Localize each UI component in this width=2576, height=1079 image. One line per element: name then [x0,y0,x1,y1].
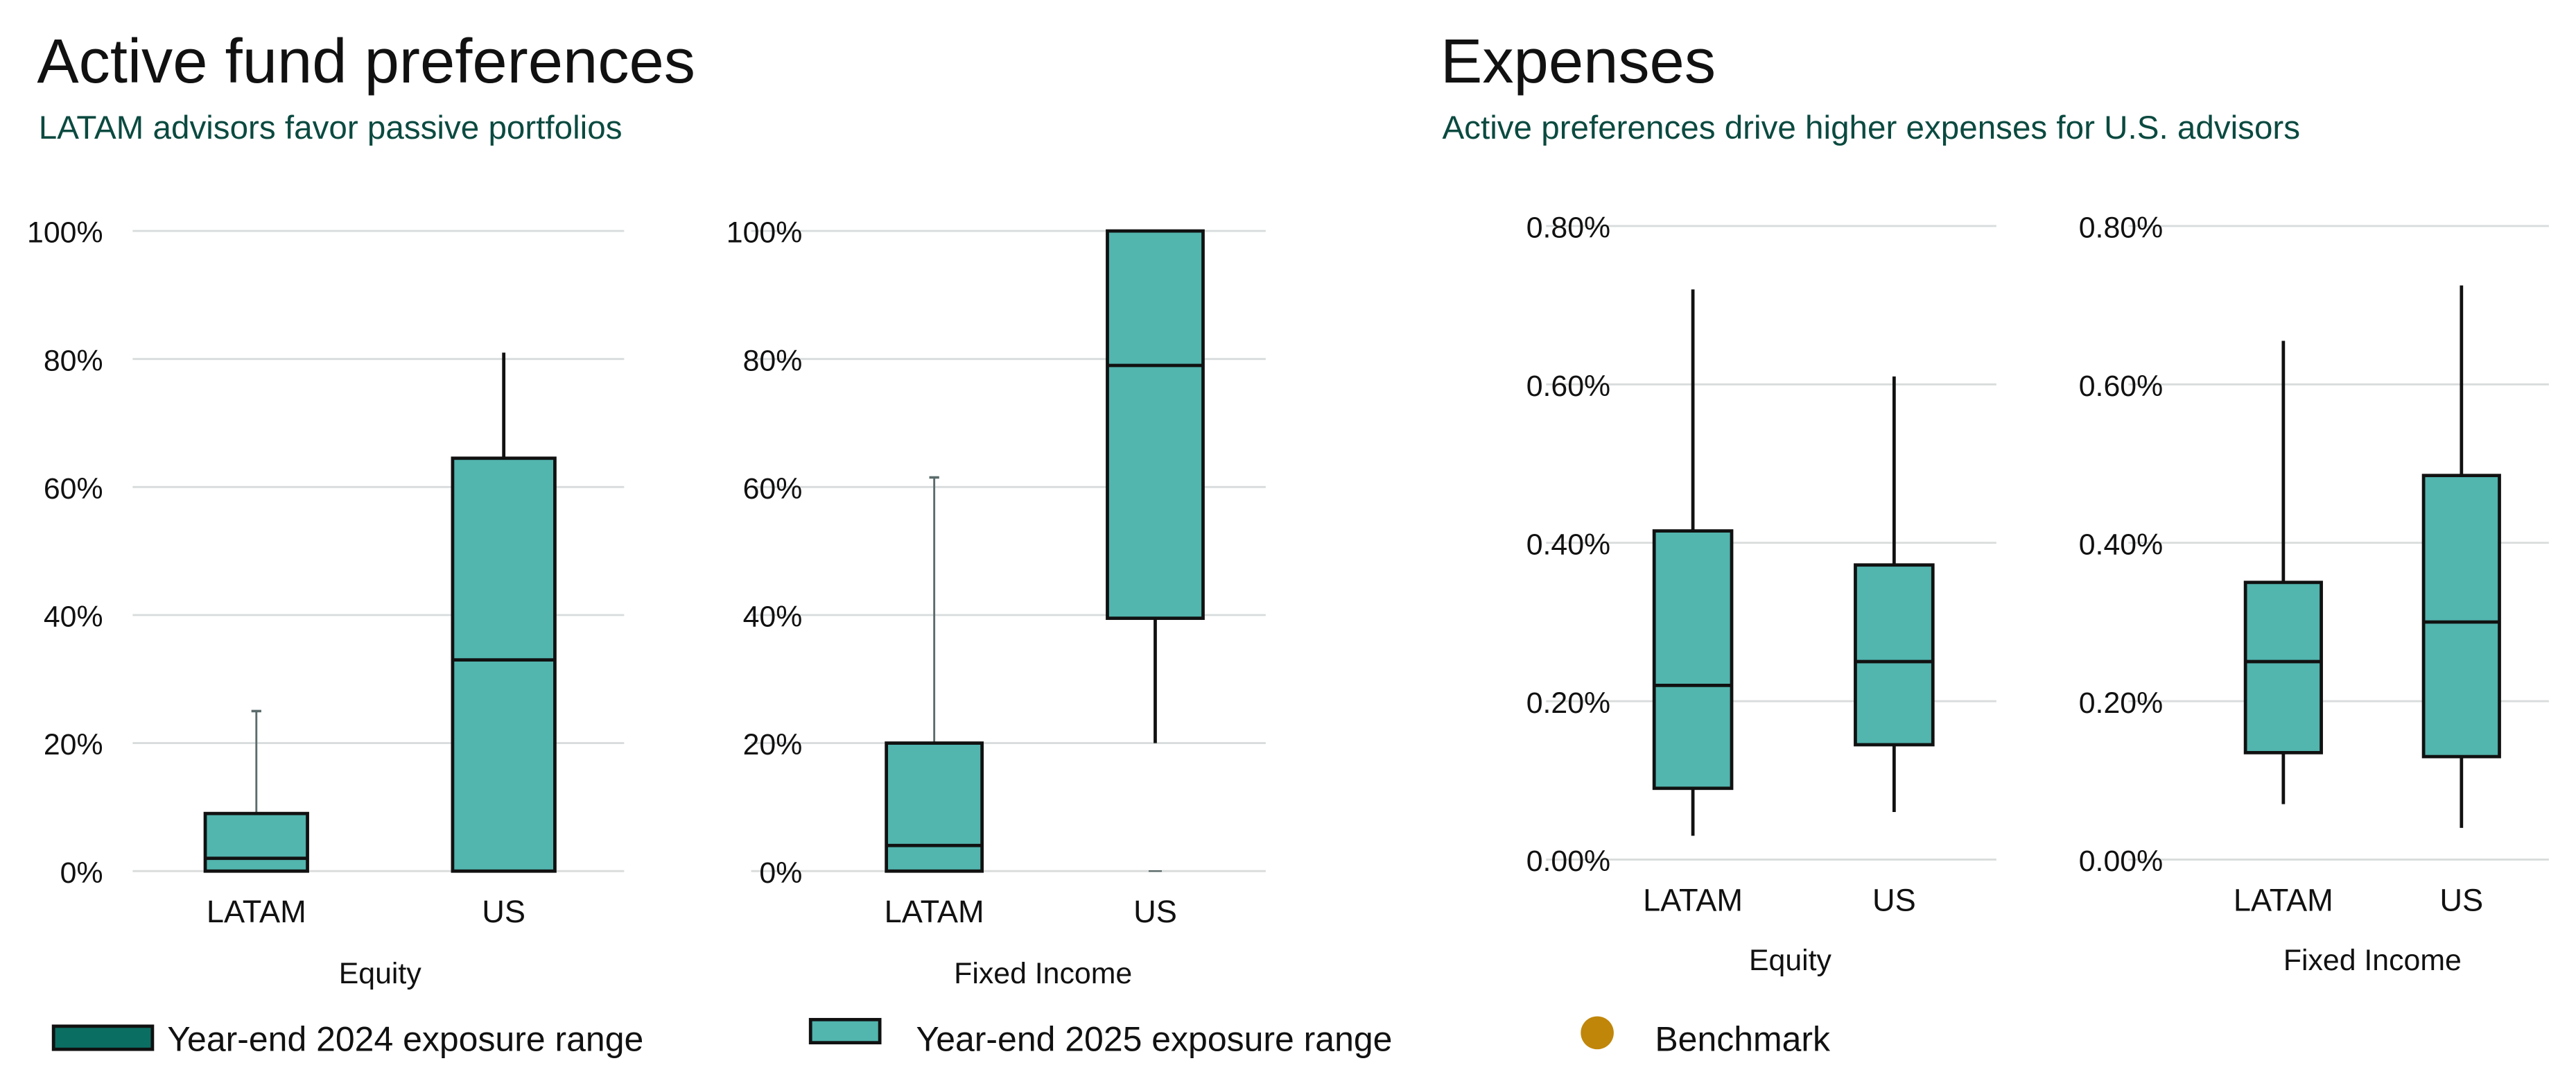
category-label: LATAM [207,894,306,929]
legend: Year-end 2024 exposure range Year-end 20… [51,1016,1831,1059]
legend-label-benchmark: Benchmark [1655,1020,1831,1059]
y-tick-label: 0.60% [2079,370,2163,403]
category-label: LATAM [1643,882,1743,917]
y-tick-label: 0.40% [1526,528,1610,561]
panel-subtitle-active: LATAM advisors favor passive portfolios [39,110,623,146]
box-latam [2243,580,2323,754]
y-tick-label: 0.80% [1526,212,1610,245]
y-tick-label: 100% [27,216,103,250]
category-label: US [482,894,525,929]
y-tick-label: 0.20% [1526,687,1610,720]
category-label: LATAM [2234,882,2333,917]
y-tick-label: 0% [60,856,103,890]
chart-4: 0.00% 0.20% 0.40% 0.60% 0.80% LATAM US Fixed In… [2079,212,2549,977]
box-us [1106,229,1205,620]
panel-subtitle-expenses: Active preferences drive higher expenses… [1442,110,2300,146]
box-latam [203,811,309,873]
box-latam [1652,529,1734,791]
x-axis-label: Fixed Income [2283,944,2462,977]
chart-3: 0.00% 0.20% 0.40% 0.60% 0.80% LATAM US Equity [1526,212,1996,977]
box-us [451,456,557,873]
y-tick-label: 40% [44,601,103,634]
y-tick-label: 80% [44,344,103,377]
x-axis-label: Equity [339,957,422,990]
box-us [1854,563,1935,747]
box-latam [885,741,984,873]
y-tick-label: 20% [44,728,103,761]
y-tick-label: 0.40% [2079,528,2163,561]
y-tick-label: 40% [743,601,803,634]
panel-title-expenses: Expenses [1441,26,1716,96]
category-label: US [2439,882,2483,917]
category-label: US [1872,882,1916,917]
legend-swatch-benchmark [1581,1016,1614,1050]
y-tick-label: 0.20% [2079,687,2163,720]
x-axis-label: Equity [1749,944,1832,977]
y-tick-label: 80% [743,344,803,377]
legend-label-2025: Year-end 2025 exposure range [916,1020,1392,1059]
legend-swatch-2025 [808,1017,882,1045]
legend-label-2024: Year-end 2024 exposure range [167,1020,643,1059]
panel-title-active: Active fund preferences [37,26,695,96]
y-tick-label: 100% [726,216,803,250]
x-axis-label: Fixed Income [954,957,1132,990]
y-tick-label: 0.00% [1526,845,1610,878]
category-label: LATAM [885,894,984,929]
y-tick-label: 60% [743,472,803,506]
legend-swatch-2024 [51,1024,155,1051]
y-tick-label: 0.60% [1526,370,1610,403]
y-tick-label: 0.00% [2079,845,2163,878]
y-tick-label: 0.80% [2079,212,2163,245]
category-label: US [1133,894,1177,929]
y-tick-label: 60% [44,472,103,506]
y-tick-label: 20% [743,728,803,761]
chart-1: 0% 20% 40% 60% 80% 100% LATAM US Equity [27,216,625,990]
box-us [2421,474,2501,759]
y-tick-label: 0% [759,856,802,890]
